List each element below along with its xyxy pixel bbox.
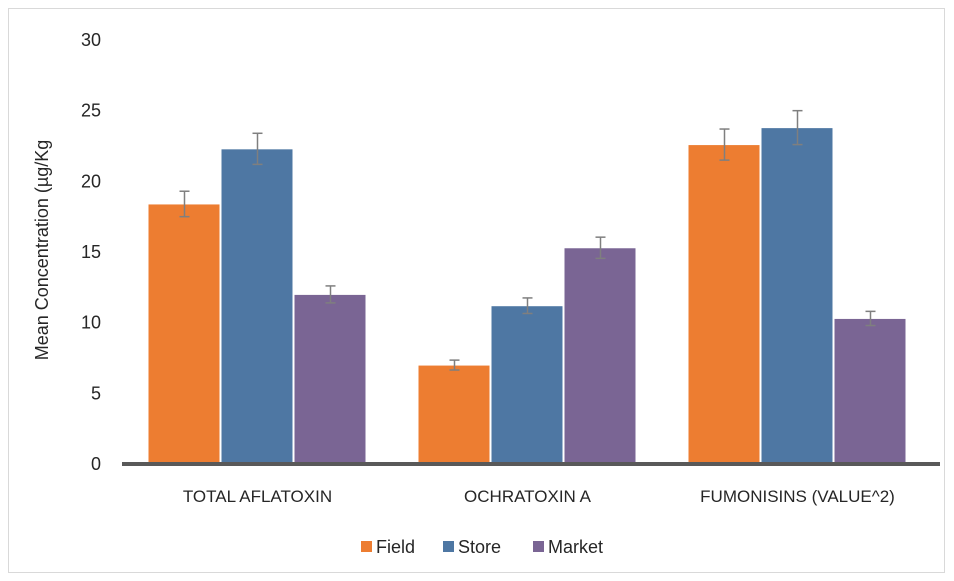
x-axis-categories: TOTAL AFLATOXIN OCHRATOXIN A FUMONISINS (V… xyxy=(183,487,895,506)
y-tick-label: 5 xyxy=(91,383,101,403)
x-category-label: FUMONISINS (VALUE^2) xyxy=(700,487,895,506)
y-tick-label: 15 xyxy=(81,242,101,262)
y-tick-label: 20 xyxy=(81,171,101,191)
legend-label-market: Market xyxy=(548,537,603,557)
legend-swatch-store xyxy=(443,541,454,552)
error-bars xyxy=(179,109,876,371)
x-category-label: OCHRATOXIN A xyxy=(464,487,592,506)
legend-label-field: Field xyxy=(376,537,415,557)
bar-store xyxy=(760,127,834,465)
bar-market xyxy=(563,247,637,465)
bars xyxy=(147,127,907,465)
legend-swatch-field xyxy=(361,541,372,552)
y-tick-label: 10 xyxy=(81,313,101,333)
y-tick-label: 30 xyxy=(81,30,101,50)
y-axis-label: Mean Concentration (µg/Kg xyxy=(32,140,52,361)
bar-field xyxy=(147,203,221,465)
y-tick-label: 25 xyxy=(81,101,101,121)
bar-store xyxy=(220,148,294,465)
y-axis-ticks: 0 5 10 15 20 25 30 xyxy=(81,30,101,474)
bar-field xyxy=(687,144,761,465)
bar-market xyxy=(293,293,367,465)
bar-store xyxy=(490,305,564,465)
legend-swatch-market xyxy=(533,541,544,552)
y-tick-label: 0 xyxy=(91,454,101,474)
bar-market xyxy=(833,317,907,465)
legend: Field Store Market xyxy=(361,537,603,557)
bar-field xyxy=(417,364,491,465)
legend-label-store: Store xyxy=(458,537,501,557)
x-category-label: TOTAL AFLATOXIN xyxy=(183,487,332,506)
